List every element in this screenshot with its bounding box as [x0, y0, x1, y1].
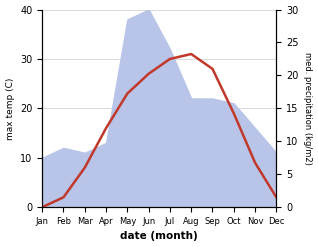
Y-axis label: med. precipitation (kg/m2): med. precipitation (kg/m2): [303, 52, 313, 165]
Y-axis label: max temp (C): max temp (C): [5, 77, 15, 140]
X-axis label: date (month): date (month): [121, 231, 198, 242]
